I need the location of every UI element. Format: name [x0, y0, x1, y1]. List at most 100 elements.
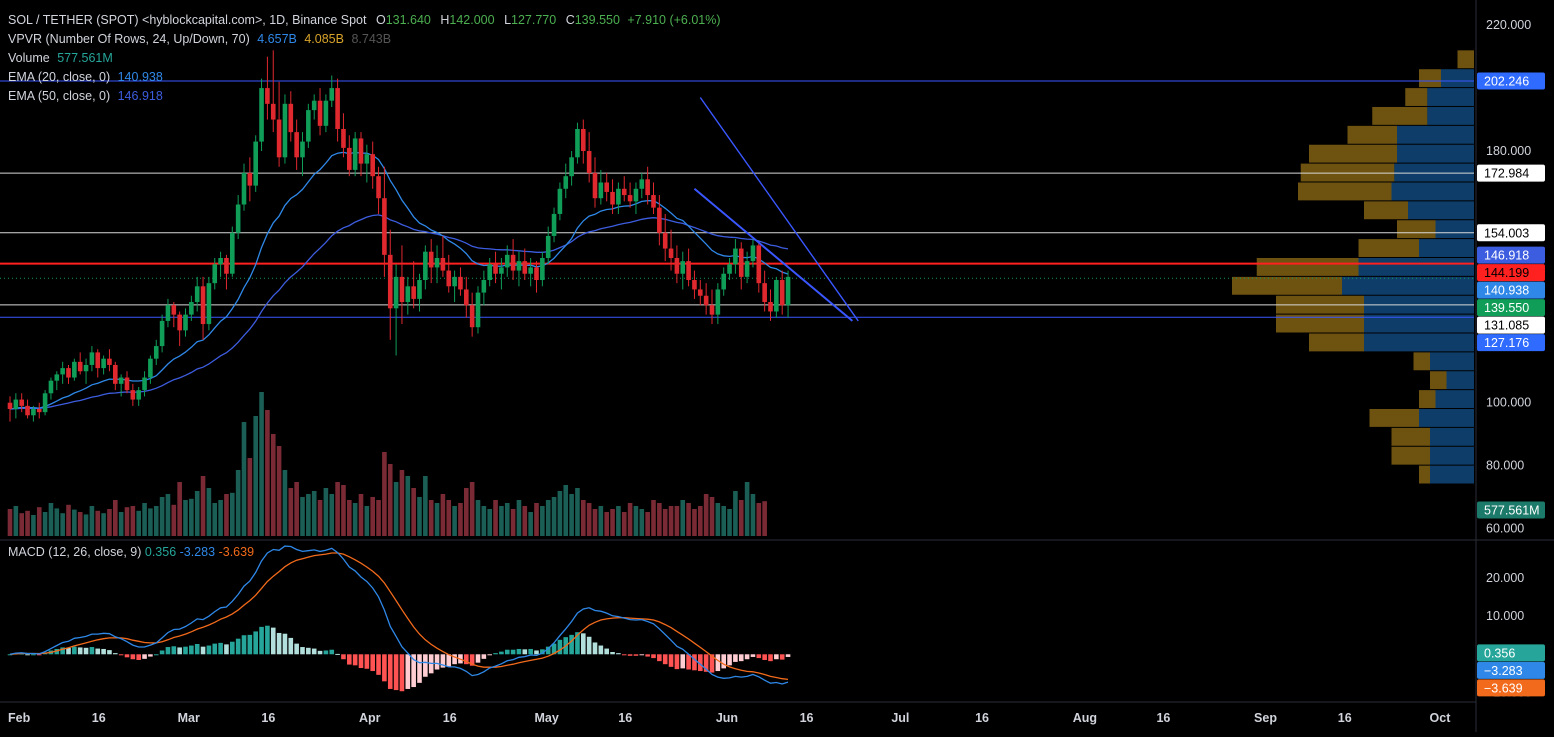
- macd-hist-bar-103: [610, 652, 615, 655]
- change-value: +7.910 (+6.01%): [627, 13, 721, 27]
- candle-body-37: [224, 257, 229, 274]
- volume-bar-122: [721, 506, 726, 536]
- ema20-row[interactable]: EMA (20, close, 0) 140.938: [8, 68, 721, 87]
- vpvr-up-value: 4.657B: [257, 32, 297, 46]
- volume-bar-128: [756, 503, 762, 536]
- volume-bar-92: [545, 500, 551, 536]
- price-tick-4: 80.000: [1486, 459, 1524, 473]
- volume-bar-9: [60, 513, 65, 536]
- candle-body-113: [668, 248, 674, 258]
- vp-row-down-8: [1364, 201, 1408, 220]
- volume-bar-98: [581, 500, 586, 536]
- vp-row-down-1: [1419, 69, 1441, 88]
- volume-bar-88: [522, 506, 528, 536]
- macd-hist-bar-86: [510, 649, 516, 655]
- macd-hist-bar-8: [54, 648, 60, 655]
- macd-hist-bar-125: [738, 654, 744, 662]
- macd-legend[interactable]: MACD (12, 26, close, 9) 0.356 -3.283 -3.…: [8, 545, 254, 559]
- vp-row-down-18: [1419, 390, 1436, 409]
- candle-body-59: [352, 138, 358, 170]
- volume-bar-62: [370, 497, 375, 536]
- price-tick-3: 100.000: [1486, 396, 1531, 410]
- candle-body-96: [569, 157, 574, 177]
- candle-body-22: [136, 390, 141, 400]
- macd-hist-bar-25: [153, 654, 159, 656]
- macd-hist-bar-126: [744, 654, 750, 660]
- vp-row-down-5: [1309, 144, 1397, 163]
- candle-body-103: [610, 191, 615, 205]
- macd-hist-bar-16: [101, 648, 106, 655]
- candle-body-110: [651, 195, 656, 208]
- candle-body-50: [300, 141, 305, 158]
- candle-body-1: [13, 399, 19, 410]
- vp-row-down-15: [1309, 333, 1364, 352]
- candle-body-23: [142, 377, 147, 391]
- ema50-row[interactable]: EMA (50, close, 0) 146.918: [8, 87, 721, 106]
- macd-hist-bar-13: [83, 647, 89, 655]
- volume-bar-109: [645, 512, 650, 536]
- ema20-value: 140.938: [117, 70, 163, 84]
- volume-bar-22: [136, 510, 141, 536]
- candle-body-124: [733, 248, 738, 265]
- candle-body-39: [235, 204, 241, 233]
- macd-hist-bar-68: [405, 654, 411, 689]
- macd-hist-bar-132: [779, 654, 785, 660]
- volume-bar-59: [352, 503, 358, 536]
- macd-hist-bar-17: [107, 650, 112, 655]
- candle-body-47: [282, 103, 288, 158]
- candle-body-28: [171, 305, 177, 315]
- candle-body-67: [399, 276, 405, 303]
- macd-hist-bar-39: [235, 638, 241, 655]
- volume-bar-105: [621, 512, 627, 536]
- candle-body-133: [785, 276, 791, 306]
- vpvr-label: VPVR (Number Of Rows, 24, Up/Down, 70): [8, 32, 250, 46]
- close-label: C: [565, 13, 575, 27]
- macd-tag-0: 0.356: [1477, 644, 1545, 662]
- candle-body-20: [124, 377, 130, 391]
- volume-bar-8: [54, 508, 60, 536]
- macd-hist-bar-26: [159, 650, 165, 655]
- vp-row-up-14: [1364, 314, 1474, 333]
- volume-bar-118: [698, 506, 703, 536]
- macd-hist-bar-59: [352, 654, 358, 666]
- price-tag-0: 202.246: [1477, 72, 1545, 90]
- ema50-value: 146.918: [117, 89, 163, 103]
- macd-tag-1-bg: [1477, 661, 1545, 679]
- candle-body-9: [60, 368, 65, 375]
- macd-hist-bar-5: [36, 654, 42, 656]
- price-tag-2-bg: [1477, 224, 1545, 242]
- volume-bar-112: [662, 509, 668, 536]
- macd-tag-2-label: −3.639: [1484, 681, 1523, 695]
- macd-hist-bar-32: [194, 644, 200, 655]
- volume-bar-102: [604, 512, 609, 536]
- macd-hist-bar-52: [311, 648, 317, 655]
- time-tick-16: Oct: [1430, 711, 1452, 725]
- candle-body-80: [475, 292, 481, 328]
- volume-bar-3: [25, 510, 30, 536]
- macd-hist-bar-15: [95, 648, 101, 655]
- candle-body-99: [586, 151, 592, 174]
- volume-bar-5: [36, 507, 42, 536]
- volume-value: 577.561M: [57, 51, 113, 65]
- candle-body-128: [756, 245, 762, 284]
- vp-row-up-17: [1446, 371, 1474, 390]
- macd-hist-bar-109: [645, 654, 650, 657]
- macd-hist-bar-83: [493, 653, 498, 655]
- macd-pane: [7, 545, 791, 692]
- volume-bar-115: [680, 500, 686, 536]
- volume-row[interactable]: Volume 577.561M: [8, 49, 721, 68]
- price-tick-5: 60.000: [1486, 522, 1524, 536]
- candle-body-104: [616, 188, 621, 205]
- volume-bar-26: [159, 497, 165, 536]
- vp-row-down-16: [1413, 352, 1430, 371]
- macd-hist-bar-124: [733, 654, 738, 662]
- macd-hist-bar-122: [721, 654, 726, 669]
- time-tick-9: 16: [800, 711, 814, 725]
- volume-bar-111: [657, 503, 662, 536]
- candle-body-90: [534, 267, 539, 281]
- volume-bar-25: [153, 506, 159, 536]
- vpvr-row[interactable]: VPVR (Number Of Rows, 24, Up/Down, 70) 4…: [8, 30, 721, 49]
- macd-hist-bar-78: [464, 654, 469, 665]
